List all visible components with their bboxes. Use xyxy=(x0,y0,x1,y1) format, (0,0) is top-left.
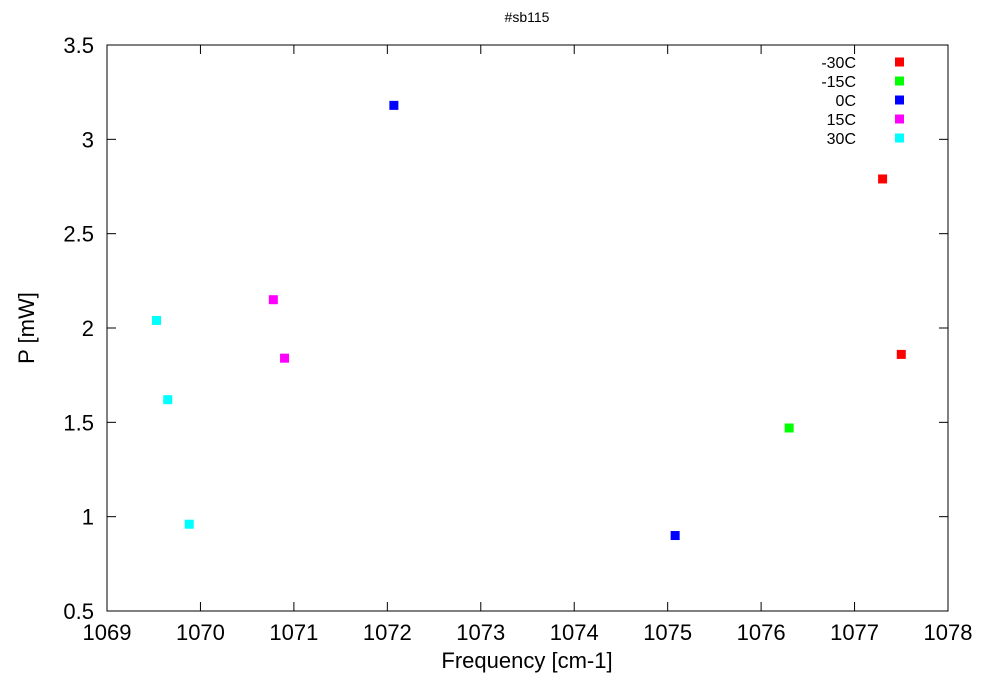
legend-label: 30C xyxy=(827,131,856,148)
data-points xyxy=(152,100,906,541)
data-point xyxy=(389,100,399,110)
x-tick-label: 1072 xyxy=(363,620,412,645)
data-point xyxy=(184,519,194,529)
chart-title: #sb115 xyxy=(505,9,550,25)
legend-swatch xyxy=(895,76,904,86)
x-tick-label: 1069 xyxy=(83,620,132,645)
data-point xyxy=(152,315,162,325)
x-tick-label: 1078 xyxy=(924,620,973,645)
y-tick-label: 0.5 xyxy=(63,599,94,624)
data-point xyxy=(163,395,173,405)
legend-swatch xyxy=(895,57,904,67)
legend-label: 0C xyxy=(836,93,856,110)
y-axis-label: P [mW] xyxy=(14,292,39,364)
y-tick-label: 3.5 xyxy=(63,33,94,58)
y-axis-tick-labels: 0.5 1 1.5 2 2.5 3 3.5 xyxy=(63,33,94,624)
y-tick-label: 3 xyxy=(82,127,94,152)
y-tick-label: 1.5 xyxy=(63,410,94,435)
legend-swatch xyxy=(895,95,904,105)
x-tick-label: 1073 xyxy=(456,620,505,645)
y-tick-label: 1 xyxy=(82,505,94,530)
legend-label: 15C xyxy=(827,112,856,129)
x-axis-label: Frequency [cm-1] xyxy=(441,648,612,673)
x-tick-label: 1071 xyxy=(269,620,318,645)
legend-label: -30C xyxy=(821,55,856,72)
axis-ticks xyxy=(106,44,949,612)
data-point xyxy=(784,423,794,433)
data-point xyxy=(878,174,888,184)
legend-label: -15C xyxy=(821,74,856,91)
x-tick-label: 1075 xyxy=(643,620,692,645)
legend-swatch xyxy=(895,114,904,124)
x-tick-label: 1070 xyxy=(176,620,225,645)
y-tick-label: 2.5 xyxy=(63,222,94,247)
y-tick-label: 2 xyxy=(82,316,94,341)
data-point xyxy=(670,531,680,541)
data-point xyxy=(896,349,906,359)
data-point xyxy=(280,353,290,363)
x-tick-label: 1076 xyxy=(737,620,786,645)
plot-area-frame xyxy=(106,44,949,612)
x-tick-label: 1074 xyxy=(550,620,599,645)
x-axis-tick-labels: 1069 1070 1071 1072 1073 1074 1075 1076 1077 1078 xyxy=(83,620,973,645)
legend-swatch xyxy=(895,133,904,143)
data-point xyxy=(268,295,278,305)
x-tick-label: 1077 xyxy=(830,620,879,645)
legend: -30C -15C 0C 15C 30C xyxy=(821,55,904,148)
